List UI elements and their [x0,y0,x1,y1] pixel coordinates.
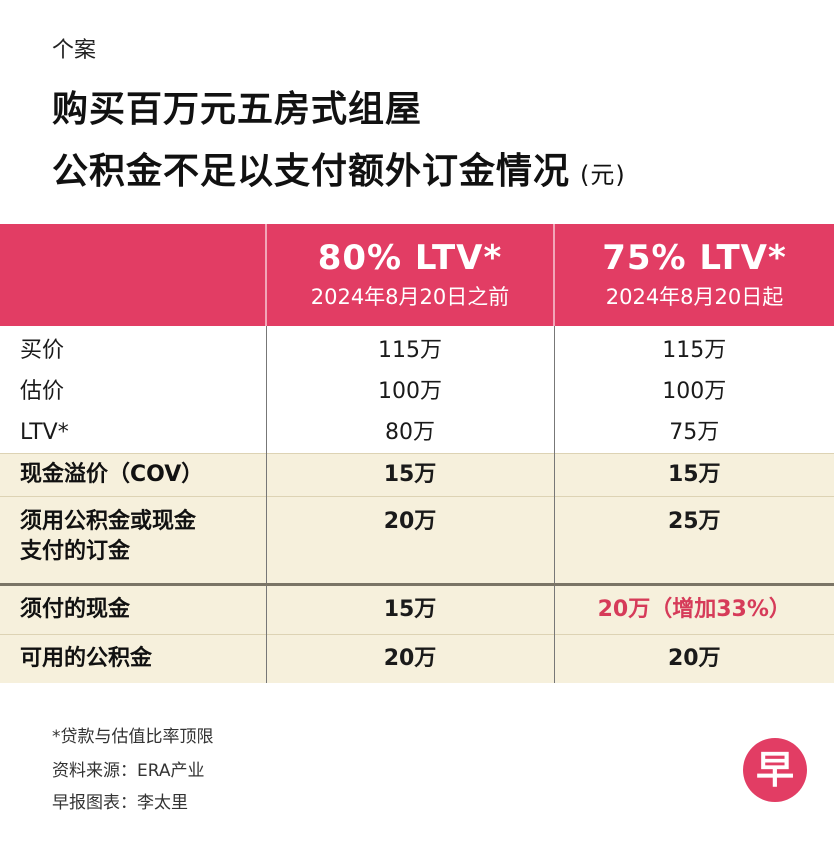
unit-label: (元) [580,161,626,189]
cell-value: 15万 [553,453,834,497]
page-title-line1: 购买百万元五房式组屋 [52,89,423,130]
cell-value-highlight: 20万（增加33%） [553,583,834,635]
column-title: 80% LTV* [317,238,503,278]
column-title: 75% LTV* [602,238,787,278]
column-header-75-ltv: 75% LTV* 2024年8月20日起 [553,224,834,326]
row-label: 可用的公积金 [0,634,266,683]
cell-value: 115万 [553,326,834,371]
page-title-line2: 公积金不足以支付额外订金情况 (元) [52,142,626,194]
cell-value: 25万 [553,496,834,585]
footnote-credit: 早报图表：李太里 [52,793,188,813]
footnote-ltv: *贷款与估值比率顶限 [52,727,214,747]
footnote-source: 资料来源：ERA产业 [52,761,205,781]
row-label-line2: 支付的订金 [20,539,131,564]
table-row-downpayment: 须用公积金或现金 支付的订金 20万 25万 [0,496,834,585]
cell-value: 20万 [265,496,554,585]
row-label: LTV* [20,420,69,445]
cell-value: 15万 [265,583,554,635]
cell-value: 115万 [265,326,554,371]
header-empty-cell [0,224,266,326]
row-label: 买价 [20,338,65,363]
cell-value: 75万 [553,412,834,454]
comparison-table: 80% LTV* 2024年8月20日之前 75% LTV* 2024年8月20… [0,224,834,683]
column-header-80-ltv: 80% LTV* 2024年8月20日之前 [265,224,554,326]
table-row-purchase-price: 买价 115万 115万 [0,326,834,371]
cell-value: 15万 [265,453,554,497]
column-subtitle: 2024年8月20日起 [605,285,784,309]
cell-value: 20万 [265,634,554,683]
table-row-valuation: 估价 100万 100万 [0,371,834,412]
row-label: 须用公积金或现金 支付的订金 [0,496,266,585]
cell-value: 100万 [265,371,554,412]
kicker-label: 个案 [52,38,97,63]
row-label: 估价 [20,379,65,404]
table-row-cash-payable: 须付的现金 15万 20万（增加33%） [0,583,834,635]
table-header-row: 80% LTV* 2024年8月20日之前 75% LTV* 2024年8月20… [0,224,834,326]
table-row-cpf-available: 可用的公积金 20万 20万 [0,634,834,683]
page-title-line2-text: 公积金不足以支付额外订金情况 [52,151,571,192]
cell-value: 100万 [553,371,834,412]
table-row-cov: 现金溢价（COV） 15万 15万 [0,453,834,497]
cell-value: 20万 [553,634,834,683]
cell-value: 80万 [265,412,554,454]
row-label: 现金溢价（COV） [0,453,266,497]
zaobao-logo: 早 [743,738,807,802]
row-label-line1: 须用公积金或现金 [20,509,197,534]
table-row-ltv: LTV* 80万 75万 [0,412,834,454]
column-subtitle: 2024年8月20日之前 [310,285,510,309]
row-label: 须付的现金 [0,583,266,635]
